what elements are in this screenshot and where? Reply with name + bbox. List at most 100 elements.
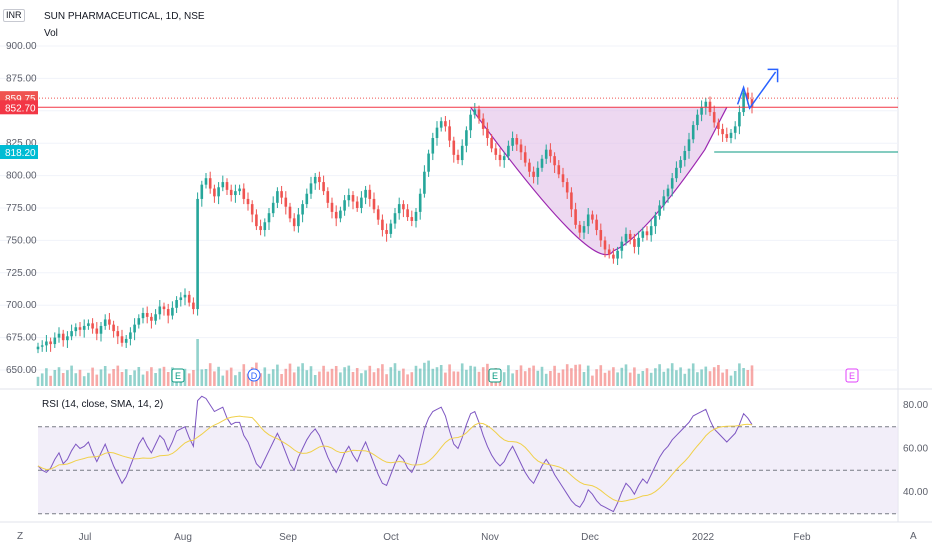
volume-bar xyxy=(469,365,472,386)
candle-body xyxy=(675,167,678,179)
volume-bar xyxy=(347,365,351,386)
volume-bar xyxy=(507,365,510,386)
breakout-arrow xyxy=(736,68,779,110)
volume-bar xyxy=(570,368,573,386)
currency-badge[interactable]: INR xyxy=(3,9,25,22)
candle-body xyxy=(192,302,195,310)
candle-body xyxy=(507,145,510,157)
volume-bar xyxy=(603,372,607,386)
volume-bar xyxy=(519,365,523,386)
volume-bar xyxy=(343,367,346,386)
candle-body xyxy=(498,154,502,161)
volume-bar xyxy=(637,373,640,386)
candle-body xyxy=(456,154,460,161)
candle-body xyxy=(112,324,115,332)
volume-bar xyxy=(645,368,649,386)
volume-bar xyxy=(305,370,309,386)
volume-bar xyxy=(213,371,216,386)
volume-bar xyxy=(444,372,447,386)
volume-bar xyxy=(141,374,145,386)
candle-body xyxy=(532,171,535,177)
candle-body xyxy=(376,209,380,220)
candle-body xyxy=(343,200,346,211)
candle-body xyxy=(645,231,649,236)
volume-bar xyxy=(666,368,670,386)
rsi-line xyxy=(37,395,753,513)
volume-bar xyxy=(99,369,103,386)
candle-body xyxy=(45,341,48,346)
volume-bar xyxy=(389,367,393,386)
candle-body xyxy=(322,182,325,192)
price-tick-label: 675.00 xyxy=(6,333,37,344)
candle-body xyxy=(141,312,145,319)
volume-bar xyxy=(633,367,636,386)
volume-bar xyxy=(217,366,220,386)
volume-bar xyxy=(658,364,661,386)
volume-bar xyxy=(192,370,195,386)
price-tick-label: 725.00 xyxy=(6,268,37,279)
volume-bar xyxy=(448,364,451,386)
volume-bar xyxy=(301,363,304,386)
candle-body xyxy=(700,106,703,115)
event-marker xyxy=(171,368,185,383)
volume-bar xyxy=(733,371,737,386)
volume-bar xyxy=(154,373,157,386)
candle-body xyxy=(78,327,82,330)
candle-body xyxy=(234,191,237,196)
volume-bar xyxy=(700,369,703,386)
volume-bar xyxy=(267,373,271,386)
volume-bar xyxy=(624,364,628,386)
volume-bar xyxy=(271,369,275,386)
time-tick-label: Nov xyxy=(481,532,499,543)
candle-body xyxy=(687,139,691,151)
candle-body xyxy=(402,204,405,210)
candle-body xyxy=(66,336,69,341)
zoom-button[interactable]: Z xyxy=(17,531,24,542)
candle-body xyxy=(519,144,523,153)
volume-bar xyxy=(561,369,565,386)
candle-body xyxy=(561,174,565,183)
volume-bar xyxy=(57,367,61,386)
candle-body xyxy=(750,99,754,107)
volume-bar xyxy=(439,365,443,386)
candle-body xyxy=(334,211,338,219)
time-tick-label: Feb xyxy=(793,532,811,543)
candle-body xyxy=(452,140,456,155)
candle-body xyxy=(288,206,292,219)
volume-bar xyxy=(696,372,699,386)
volume-label: Vol xyxy=(44,28,58,39)
rsi-axis: 40.00 60.00 80.00 xyxy=(903,400,928,498)
candle-body xyxy=(40,345,44,347)
candle-body xyxy=(154,314,157,321)
auto-scale-button[interactable]: A xyxy=(910,531,917,542)
volume-bar xyxy=(70,365,73,386)
candle-body xyxy=(255,214,258,227)
volume-bar xyxy=(78,369,82,386)
volume-bar xyxy=(406,374,409,386)
volume-bar xyxy=(599,365,603,386)
candle-body xyxy=(221,182,225,188)
volume-bar xyxy=(532,365,535,386)
volume-bar xyxy=(746,370,750,386)
time-tick-label: 2022 xyxy=(692,532,715,543)
volume-bar xyxy=(45,368,48,386)
time-axis: Jul Aug Sep Oct Nov Dec 2022 Feb xyxy=(79,532,811,543)
candle-body xyxy=(612,254,615,259)
volume-bar xyxy=(263,367,267,386)
volume-bar xyxy=(364,370,367,386)
volume-bar xyxy=(683,373,687,386)
candle-body xyxy=(444,121,447,127)
volume-bar xyxy=(536,370,540,386)
volume-bar xyxy=(284,368,288,386)
volume-bar xyxy=(738,363,741,386)
candle-body xyxy=(385,230,388,234)
candle-body xyxy=(129,332,132,339)
candle-body xyxy=(305,193,309,205)
candle-body xyxy=(124,338,128,343)
candle-body xyxy=(393,213,397,224)
price-tick-label: 800.00 xyxy=(6,171,37,182)
candle-body xyxy=(313,176,317,184)
